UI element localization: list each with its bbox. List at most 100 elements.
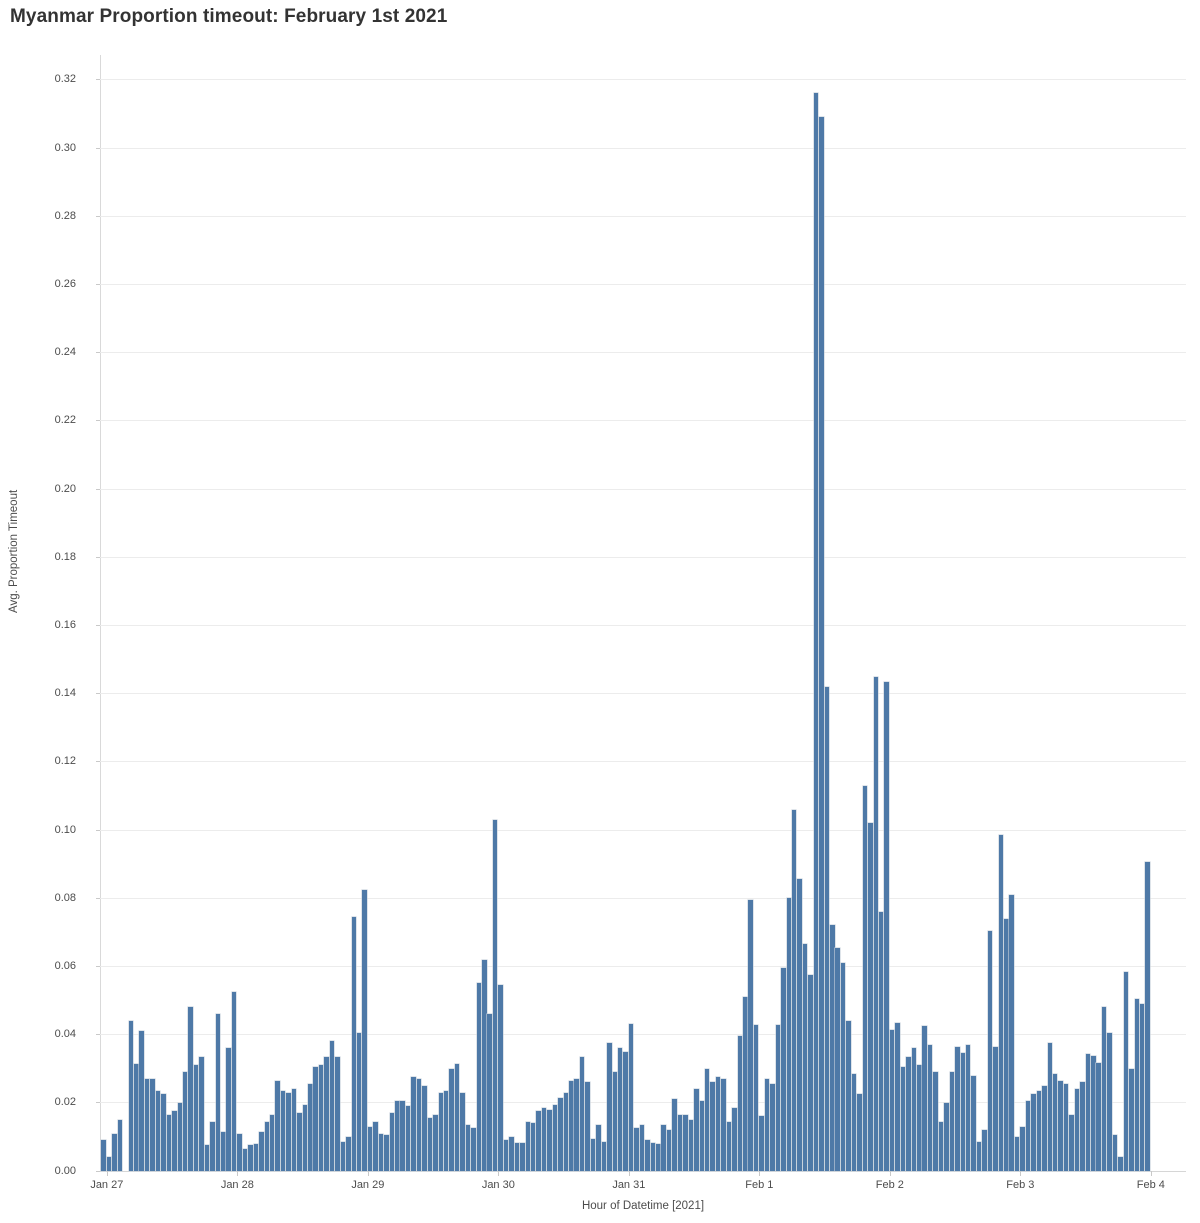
bar-hour-15[interactable] [182,1072,188,1171]
bar-hour-2[interactable] [112,1133,117,1171]
bar-hour-74[interactable] [503,1140,509,1171]
bar-hour-173[interactable] [1042,1085,1047,1171]
bar-hour-101[interactable] [650,1143,656,1171]
bar-hour-69[interactable] [476,983,482,1171]
bar-hour-65[interactable] [454,1063,460,1171]
bar-hour-108[interactable] [688,1119,694,1171]
bar-hour-140[interactable] [862,785,868,1171]
bar-hour-181[interactable] [1085,1054,1091,1171]
bar-hour-144[interactable] [884,681,889,1171]
bar-hour-54[interactable] [395,1101,400,1171]
bar-hour-185[interactable] [1107,1032,1112,1171]
bar-hour-166[interactable] [1004,918,1009,1171]
bar-hour-5[interactable] [128,1020,134,1171]
bar-hour-46[interactable] [351,916,357,1171]
bar-hour-165[interactable] [998,835,1004,1171]
bar-hour-160[interactable] [971,1075,976,1171]
bar-hour-130[interactable] [808,974,813,1171]
bar-hour-8[interactable] [144,1078,150,1171]
bar-hour-57[interactable] [411,1077,416,1171]
bar-hour-80[interactable] [536,1111,541,1171]
bar-hour-162[interactable] [982,1130,987,1171]
bar-hour-182[interactable] [1091,1055,1096,1171]
bar-hour-66[interactable] [460,1092,465,1171]
bar-hour-170[interactable] [1025,1101,1031,1171]
bar-hour-105[interactable] [672,1099,677,1171]
bar-hour-174[interactable] [1047,1043,1053,1171]
bar-hour-28[interactable] [253,1143,259,1171]
bar-hour-172[interactable] [1036,1090,1042,1171]
bar-hour-104[interactable] [666,1130,672,1171]
bar-hour-176[interactable] [1058,1080,1063,1171]
bar-hour-24[interactable] [231,991,237,1171]
bar-hour-59[interactable] [422,1085,427,1171]
bar-hour-76[interactable] [514,1143,520,1171]
bar-hour-126[interactable] [786,898,792,1171]
bar-hour-77[interactable] [520,1143,525,1171]
bar-hour-161[interactable] [976,1142,982,1171]
bar-hour-71[interactable] [487,1014,492,1171]
bar-hour-124[interactable] [775,1025,781,1171]
bar-hour-51[interactable] [378,1133,384,1171]
bar-hour-35[interactable] [291,1089,297,1171]
bar-hour-33[interactable] [280,1090,286,1171]
bar-hour-19[interactable] [204,1145,210,1171]
bar-hour-96[interactable] [623,1051,628,1171]
bar-hour-75[interactable] [509,1136,514,1171]
bar-hour-139[interactable] [857,1094,862,1171]
bar-hour-171[interactable] [1031,1094,1036,1171]
bar-hour-50[interactable] [373,1121,378,1171]
bar-hour-186[interactable] [1112,1135,1118,1171]
bar-hour-94[interactable] [612,1072,618,1171]
bar-hour-136[interactable] [840,963,846,1171]
bar-hour-187[interactable] [1118,1157,1123,1171]
bar-hour-109[interactable] [694,1089,699,1171]
bar-hour-98[interactable] [634,1128,639,1171]
bar-hour-116[interactable] [732,1107,737,1171]
bar-hour-55[interactable] [400,1101,405,1171]
bar-hour-147[interactable] [900,1067,906,1171]
bar-hour-112[interactable] [710,1082,715,1171]
bar-hour-26[interactable] [242,1148,248,1171]
bar-hour-169[interactable] [1020,1126,1025,1171]
bar-hour-83[interactable] [552,1104,558,1171]
bar-hour-121[interactable] [759,1116,764,1171]
bar-hour-128[interactable] [797,879,802,1171]
bar-hour-86[interactable] [569,1080,574,1171]
bar-hour-189[interactable] [1129,1068,1134,1171]
bar-hour-159[interactable] [965,1044,971,1171]
bar-hour-158[interactable] [960,1053,966,1171]
bar-hour-114[interactable] [721,1078,726,1171]
bar-hour-146[interactable] [895,1022,900,1171]
bar-hour-127[interactable] [791,809,797,1171]
bar-hour-10[interactable] [155,1090,161,1171]
bar-hour-23[interactable] [226,1048,231,1171]
bar-hour-61[interactable] [433,1114,438,1171]
bar-hour-25[interactable] [237,1133,242,1171]
bar-hour-150[interactable] [917,1065,922,1171]
bar-hour-87[interactable] [574,1078,579,1171]
bar-hour-163[interactable] [987,930,993,1171]
bar-hour-100[interactable] [645,1140,650,1171]
bar-hour-58[interactable] [416,1078,422,1171]
bar-hour-13[interactable] [172,1111,177,1171]
bar-hour-68[interactable] [471,1128,476,1171]
bar-hour-135[interactable] [835,947,840,1171]
bar-hour-102[interactable] [656,1144,661,1171]
bar-hour-180[interactable] [1080,1082,1085,1171]
bar-hour-72[interactable] [492,819,498,1171]
bar-hour-53[interactable] [389,1113,395,1171]
bar-hour-81[interactable] [541,1107,547,1171]
bar-hour-188[interactable] [1123,971,1129,1171]
bar-hour-88[interactable] [579,1056,585,1171]
bar-hour-63[interactable] [443,1090,449,1171]
bar-hour-145[interactable] [889,1029,895,1171]
bar-hour-106[interactable] [677,1114,683,1171]
bar-hour-56[interactable] [405,1106,411,1171]
bar-hour-41[interactable] [324,1056,329,1171]
bar-hour-152[interactable] [927,1044,933,1171]
bar-hour-110[interactable] [699,1101,705,1171]
bar-hour-38[interactable] [308,1084,313,1171]
bar-hour-17[interactable] [193,1065,199,1171]
bar-hour-184[interactable] [1101,1006,1107,1171]
